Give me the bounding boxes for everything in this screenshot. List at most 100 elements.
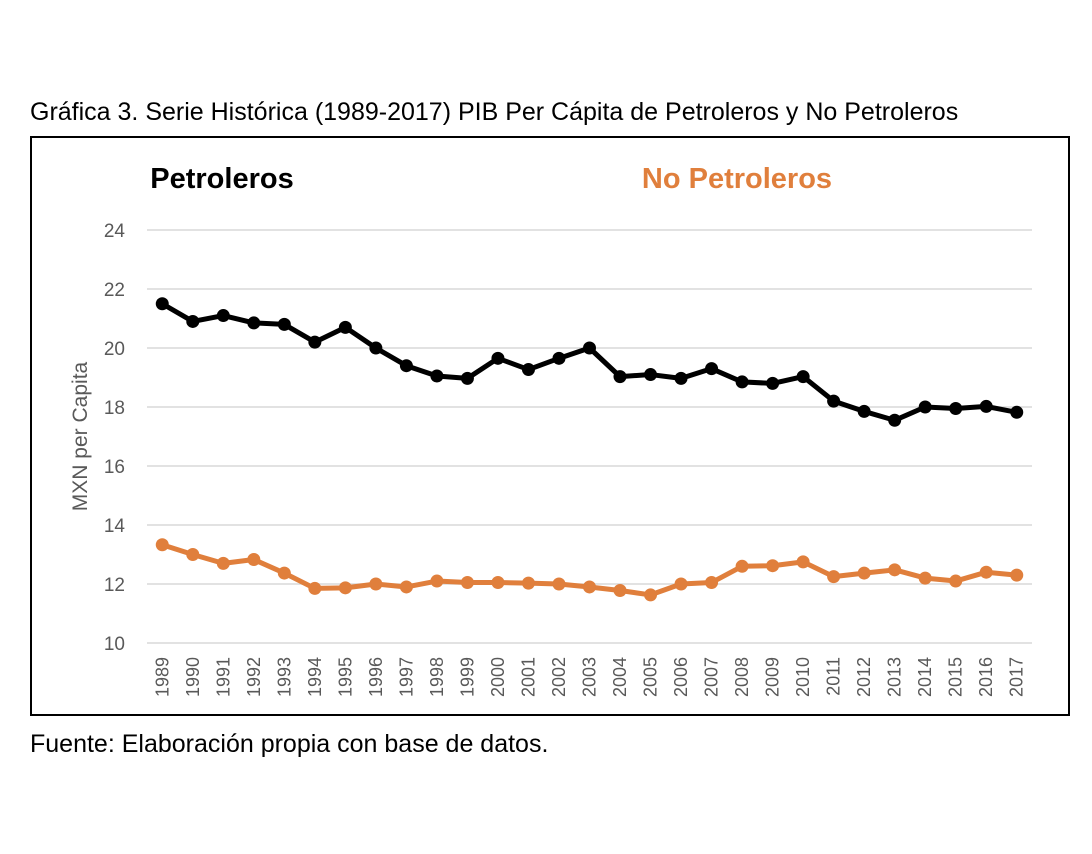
data-point xyxy=(644,588,658,602)
data-point xyxy=(399,359,413,373)
x-tick-label: 1995 xyxy=(335,657,355,697)
data-point xyxy=(308,581,322,595)
data-point xyxy=(247,316,261,330)
data-point xyxy=(796,555,810,569)
x-tick-label: 1997 xyxy=(396,657,416,697)
x-tick-label: 2008 xyxy=(732,657,752,697)
x-tick-label: 2000 xyxy=(488,657,508,697)
x-tick-label: 2010 xyxy=(793,657,813,697)
x-tick-label: 1989 xyxy=(152,657,172,697)
x-tick-label: 1993 xyxy=(274,657,294,697)
data-point xyxy=(186,548,200,561)
x-tick-label: 2011 xyxy=(824,657,844,696)
data-point xyxy=(857,404,871,418)
x-tick-label: 1990 xyxy=(183,657,203,697)
y-tick-label: 20 xyxy=(104,339,125,360)
data-point xyxy=(338,320,352,334)
y-tick-label: 10 xyxy=(104,634,125,655)
data-point xyxy=(277,317,291,331)
x-tick-label: 2002 xyxy=(549,657,569,697)
data-point xyxy=(705,576,719,590)
data-point xyxy=(613,583,627,597)
data-point xyxy=(460,371,474,385)
data-point xyxy=(827,394,841,408)
data-point xyxy=(674,371,688,385)
x-tick-label: 2005 xyxy=(641,657,661,697)
x-tick-label: 2003 xyxy=(580,657,600,697)
data-point xyxy=(491,576,505,590)
data-point xyxy=(216,309,230,323)
data-point xyxy=(827,570,841,584)
x-tick-label: 2006 xyxy=(671,657,691,697)
series-line xyxy=(159,301,1020,423)
data-point xyxy=(949,574,963,588)
x-tick-label: 2014 xyxy=(915,657,935,697)
data-point xyxy=(155,538,169,552)
data-point xyxy=(247,553,261,567)
data-point xyxy=(521,363,535,377)
x-tick-label: 2013 xyxy=(885,657,905,697)
y-tick-label: 12 xyxy=(104,575,125,596)
x-tick-label: 2004 xyxy=(610,657,630,697)
x-tick-label: 2016 xyxy=(976,657,996,697)
x-tick-label: 1998 xyxy=(427,657,447,697)
data-point xyxy=(979,565,993,579)
x-tick-label: 1999 xyxy=(457,657,477,697)
data-point xyxy=(277,566,291,580)
data-point xyxy=(888,563,902,577)
data-point xyxy=(888,413,902,427)
data-point xyxy=(857,566,871,580)
data-point xyxy=(918,571,932,585)
data-point xyxy=(644,368,658,382)
legend: Petroleros No Petroleros xyxy=(150,163,832,195)
data-point xyxy=(949,401,963,415)
data-point xyxy=(369,341,383,355)
data-point xyxy=(552,351,566,365)
data-point xyxy=(399,580,413,594)
data-point xyxy=(766,559,780,573)
x-tick-label: 2012 xyxy=(854,657,874,697)
data-point xyxy=(613,370,627,384)
data-point xyxy=(705,362,719,376)
legend-entry: No Petroleros xyxy=(642,163,832,195)
y-axis-label: MXN per Capita xyxy=(69,361,92,511)
data-point xyxy=(308,335,322,349)
chart-frame: 10 12 14 16 18 20 22 24 1989 1990 1991 1992 1993 199… xyxy=(30,136,1070,716)
data-point xyxy=(979,399,993,413)
data-point xyxy=(796,370,810,384)
series-layer xyxy=(155,297,1024,602)
x-tick-label: 2007 xyxy=(702,657,722,697)
y-tick-label: 16 xyxy=(104,457,125,478)
data-point xyxy=(674,577,688,591)
source-note: Fuente: Elaboración propia con base de d… xyxy=(30,730,549,758)
data-point xyxy=(583,341,596,355)
y-axis-ticks: 10 12 14 16 18 20 22 24 xyxy=(104,221,126,655)
data-point xyxy=(216,556,230,570)
figure-title: Gráfica 3. Serie Histórica (1989-2017) P… xyxy=(30,98,959,126)
data-point xyxy=(735,559,749,573)
x-tick-label: 1994 xyxy=(305,657,325,697)
y-tick-label: 22 xyxy=(104,280,125,301)
y-tick-label: 24 xyxy=(104,221,126,242)
data-point xyxy=(186,314,200,328)
data-point xyxy=(338,581,352,595)
data-point xyxy=(583,580,596,594)
x-tick-label: 2001 xyxy=(518,657,538,697)
x-tick-label: 1992 xyxy=(244,657,264,697)
data-point xyxy=(735,375,749,389)
x-tick-label: 2015 xyxy=(946,657,966,697)
data-point xyxy=(766,376,780,390)
x-tick-label: 1996 xyxy=(366,657,386,697)
data-point xyxy=(552,577,566,591)
data-point xyxy=(521,576,535,590)
x-tick-label: 1991 xyxy=(213,657,233,697)
legend-entry: Petroleros xyxy=(150,163,293,195)
data-point xyxy=(1010,568,1024,582)
data-point xyxy=(1010,405,1024,419)
data-point xyxy=(430,369,444,383)
data-point xyxy=(155,297,169,311)
data-point xyxy=(460,576,474,590)
x-tick-label: 2017 xyxy=(1007,657,1027,697)
y-tick-label: 18 xyxy=(104,398,125,419)
series-no-petroleros xyxy=(155,538,1024,602)
